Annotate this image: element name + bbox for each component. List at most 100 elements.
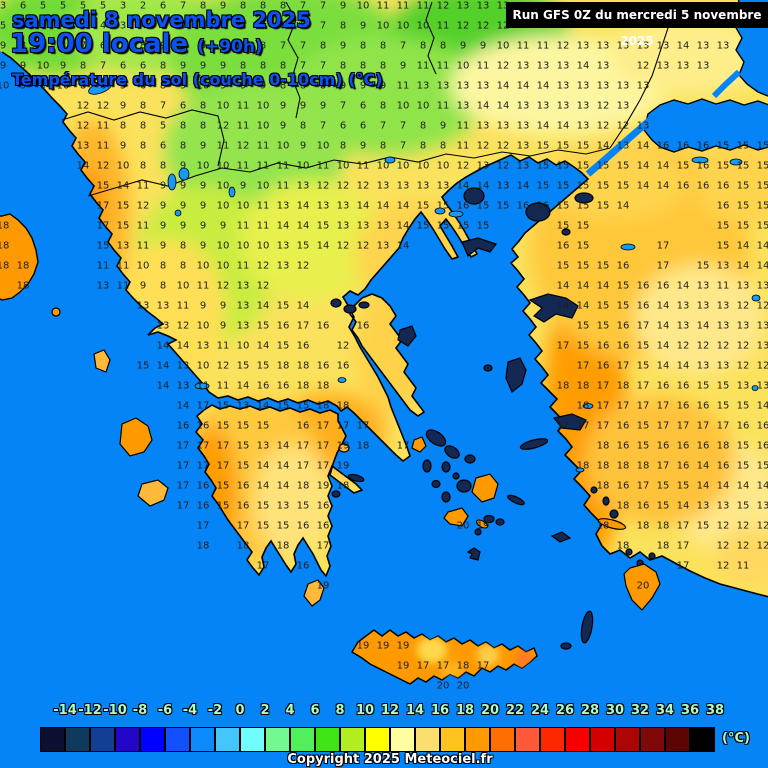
temp-value: 11 (216, 380, 230, 392)
temp-value: 17 (636, 380, 650, 392)
temp-value: 10 (216, 160, 230, 172)
temp-value: 15 (736, 500, 750, 512)
temp-value: 15 (636, 340, 650, 352)
temp-value: 17 (296, 440, 310, 452)
temp-value: 9 (279, 120, 287, 132)
temp-value: 7 (399, 40, 407, 52)
temp-value: 10 (416, 100, 430, 112)
temp-value: 14 (396, 240, 410, 252)
temp-value: 10 (436, 160, 450, 172)
temp-value: 11 (96, 120, 110, 132)
temp-value: 15 (536, 180, 550, 192)
temp-value: 5 (159, 120, 167, 132)
temp-value: 14 (536, 80, 550, 92)
temp-value: 18 (596, 440, 610, 452)
temp-value: 11 (536, 40, 550, 52)
temp-value: 18 (196, 540, 210, 552)
temp-value: 14 (676, 360, 690, 372)
temp-value: 13 (696, 280, 710, 292)
temp-value: 4 (59, 20, 67, 32)
temp-value: 15 (716, 140, 730, 152)
temp-value: 13 (276, 200, 290, 212)
temp-value: 14 (576, 300, 590, 312)
warm-islands (51, 307, 661, 611)
temp-value: 14 (156, 380, 170, 392)
temp-value: 17 (656, 240, 670, 252)
temp-value: 13 (696, 300, 710, 312)
temp-value: 15 (576, 240, 590, 252)
temp-value: 11 (116, 260, 130, 272)
temp-value: 17 (416, 660, 430, 672)
temp-value: 8 (299, 80, 307, 92)
temp-value: 11 (416, 0, 430, 12)
temp-value: 17 (296, 460, 310, 472)
temp-value: 15 (636, 420, 650, 432)
temp-value: 15 (716, 220, 730, 232)
temp-value: 10 (236, 340, 250, 352)
temp-value: 16 (196, 480, 210, 492)
temp-value: 14 (256, 400, 270, 412)
temp-value: 15 (636, 360, 650, 372)
temp-value: 16 (696, 440, 710, 452)
temp-value: 7 (119, 40, 127, 52)
temp-value: 9 (239, 80, 247, 92)
temp-value: 13 (736, 320, 750, 332)
temp-value: 10 (216, 100, 230, 112)
temp-value: 10 (196, 320, 210, 332)
temp-value: 15 (136, 360, 150, 372)
temp-value: 9 (439, 120, 447, 132)
temp-value: 17 (196, 460, 210, 472)
temp-value: 6 (19, 20, 27, 32)
temp-value: 8 (279, 80, 287, 92)
temp-value: 9 (479, 40, 487, 52)
temp-value: 9 (199, 180, 207, 192)
temp-value: 5 (99, 0, 107, 12)
temp-value: 3 (0, 0, 7, 12)
temp-value: 13 (236, 280, 250, 292)
temp-value: 10 (116, 160, 130, 172)
temp-value: 10 (216, 260, 230, 272)
temp-value: 12 (456, 20, 470, 32)
temp-value: 18 (0, 240, 10, 252)
temp-value: 8 (179, 120, 187, 132)
temp-value: 11 (136, 220, 150, 232)
temp-value: 15 (576, 160, 590, 172)
temp-value: 16 (696, 160, 710, 172)
temp-value: 16 (236, 480, 250, 492)
temp-value: 12 (556, 40, 570, 52)
temp-value: 15 (296, 500, 310, 512)
temp-value: 15 (596, 320, 610, 332)
temp-value: 12 (756, 300, 768, 312)
temp-value: 18 (296, 380, 310, 392)
temp-value: 14 (316, 240, 330, 252)
temp-value: 14 (696, 320, 710, 332)
temp-value: 13 (376, 180, 390, 192)
temp-value: 9 (259, 80, 267, 92)
temp-value: 8 (379, 100, 387, 112)
temp-value: 17 (596, 380, 610, 392)
temp-value: 12 (76, 100, 90, 112)
temp-value: 10 (196, 360, 210, 372)
temp-value: 11 (256, 200, 270, 212)
temp-value: 10 (376, 160, 390, 172)
temp-value: 13 (636, 80, 650, 92)
temp-value: 10 (416, 160, 430, 172)
temp-value: 13 (476, 80, 490, 92)
temp-value: 8 (439, 40, 447, 52)
temp-value: 14 (396, 200, 410, 212)
temp-value: 9 (199, 300, 207, 312)
temp-value: 13 (716, 40, 730, 52)
temp-value: 6 (359, 120, 367, 132)
temp-value: 16 (236, 500, 250, 512)
temp-value: 13 (96, 280, 110, 292)
temp-value: 12 (256, 280, 270, 292)
temp-value: 16 (616, 440, 630, 452)
temp-value: 11 (436, 60, 450, 72)
temp-value: 13 (576, 100, 590, 112)
temp-value: 8 (239, 0, 247, 12)
temp-value: 12 (96, 160, 110, 172)
temp-value: 20 (436, 680, 450, 692)
temp-value: 11 (716, 280, 730, 292)
temp-value: 18 (0, 260, 10, 272)
